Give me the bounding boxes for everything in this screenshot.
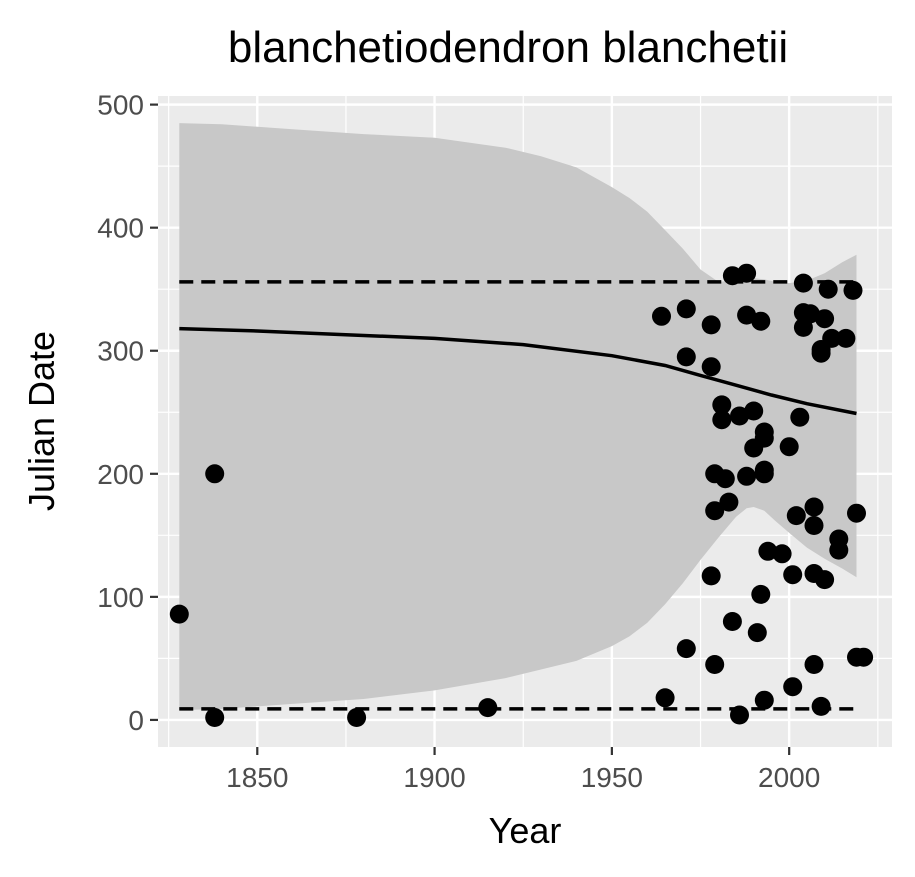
- data-points: [169, 263, 874, 727]
- data-point: [737, 466, 757, 486]
- chart-title: blanchetiodendron blanchetii: [228, 23, 788, 72]
- x-tick-label: 1950: [581, 762, 643, 793]
- x-tick-label: 1850: [226, 762, 288, 793]
- data-point: [701, 315, 721, 335]
- y-tick-label: 100: [97, 582, 144, 613]
- data-point: [701, 566, 721, 586]
- data-point: [737, 263, 757, 283]
- confidence-ribbon: [179, 123, 857, 711]
- data-point: [754, 464, 774, 484]
- data-point: [705, 501, 725, 521]
- data-point: [786, 506, 806, 526]
- y-axis: 0 100 200 300 400 500: [97, 90, 158, 736]
- data-point: [712, 410, 732, 430]
- x-tick-label: 1900: [403, 762, 465, 793]
- data-point: [169, 604, 189, 624]
- data-point: [854, 647, 874, 667]
- data-point: [205, 464, 225, 484]
- data-point: [822, 328, 842, 348]
- data-point: [829, 540, 849, 560]
- data-point: [818, 279, 838, 299]
- x-axis-title: Year: [489, 810, 562, 851]
- data-point: [779, 437, 799, 457]
- data-point: [719, 492, 739, 512]
- data-point: [205, 708, 225, 727]
- data-point: [783, 677, 803, 697]
- data-point: [793, 273, 813, 293]
- x-axis: 1850 1900 1950 2000: [226, 747, 820, 793]
- data-point: [772, 544, 792, 564]
- data-point: [676, 299, 696, 319]
- y-tick-label: 200: [97, 459, 144, 490]
- y-tick-label: 500: [97, 90, 144, 121]
- x-tick-label: 2000: [758, 762, 820, 793]
- data-point: [701, 357, 721, 377]
- data-point: [843, 280, 863, 300]
- data-point: [836, 328, 856, 348]
- y-tick-label: 400: [97, 213, 144, 244]
- fit-line: [179, 326, 857, 416]
- y-tick-label: 0: [128, 705, 144, 736]
- data-point: [655, 688, 675, 708]
- data-point: [815, 309, 835, 329]
- data-point: [705, 655, 725, 674]
- data-point: [478, 698, 498, 718]
- data-point: [754, 428, 774, 448]
- data-point: [815, 570, 835, 590]
- data-point: [811, 343, 831, 363]
- data-point: [676, 639, 696, 659]
- data-point: [751, 311, 771, 331]
- data-point: [790, 407, 810, 427]
- data-point: [758, 541, 778, 561]
- data-point: [347, 708, 367, 727]
- data-point: [751, 584, 771, 604]
- data-point: [804, 655, 824, 674]
- data-point: [804, 516, 824, 535]
- data-point: [783, 565, 803, 585]
- data-point: [804, 497, 824, 517]
- data-point: [676, 347, 696, 367]
- data-point: [722, 266, 742, 286]
- data-point: [652, 306, 671, 326]
- data-point: [722, 612, 742, 631]
- data-point: [847, 503, 866, 523]
- data-point: [737, 305, 757, 325]
- y-axis-title: Julian Date: [21, 331, 62, 511]
- y-tick-label: 300: [97, 336, 144, 367]
- data-point: [715, 469, 735, 489]
- data-point: [744, 401, 764, 421]
- data-point: [747, 623, 767, 643]
- data-point: [754, 690, 774, 710]
- data-point: [811, 696, 831, 716]
- data-point: [712, 395, 732, 415]
- data-point: [730, 705, 749, 725]
